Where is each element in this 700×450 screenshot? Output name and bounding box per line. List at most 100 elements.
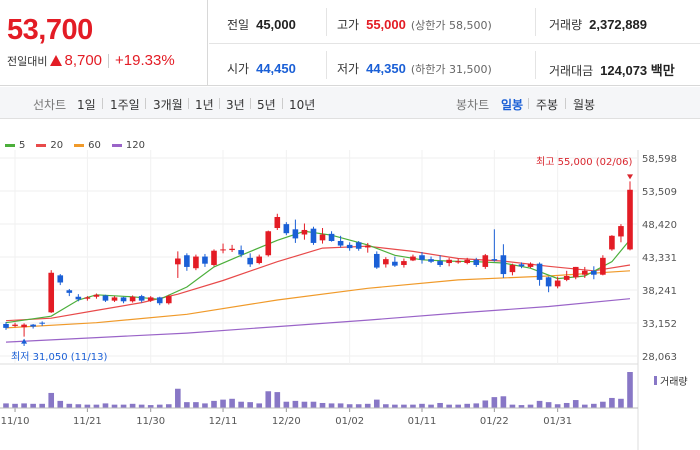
x-tick-label: 12/11 <box>209 416 238 427</box>
volume-bar <box>401 404 407 408</box>
period-1w[interactable]: 1주일 <box>110 98 140 112</box>
candle-body <box>581 270 588 275</box>
toolbar-divider <box>188 98 189 109</box>
candle-body <box>310 228 317 243</box>
candle-body <box>373 253 380 268</box>
y-tick-label: 58,598 <box>642 154 677 165</box>
period-1d[interactable]: 1일 <box>77 98 96 112</box>
candlestick-svg: 58,598 53,509 48,420 43,331 38,241 33,152 28,0… <box>0 150 677 450</box>
candle-monthly[interactable]: 월봉 <box>573 98 596 112</box>
period-3m[interactable]: 3개월 <box>153 98 183 112</box>
metrics-divider <box>535 51 536 79</box>
candle-body <box>364 245 371 248</box>
metrics-divider <box>326 51 327 79</box>
volume-bar <box>138 404 145 408</box>
volume-bar <box>536 400 543 408</box>
volume-bar <box>238 401 244 408</box>
volume-bar <box>48 392 55 408</box>
x-tick-label: 12/20 <box>272 416 301 427</box>
ma20-line <box>5 245 631 322</box>
candle-body <box>545 277 552 287</box>
candle-body <box>455 261 461 263</box>
candle-body <box>175 258 181 265</box>
candle-body <box>193 256 199 269</box>
volume-bar <box>156 404 163 408</box>
candle-body <box>392 261 398 266</box>
volume-bar <box>274 392 281 408</box>
x-tick-label: 01/11 <box>408 416 437 427</box>
volume-bar <box>84 404 91 408</box>
ma60-line <box>5 270 631 329</box>
volume-bar <box>609 397 615 408</box>
period-1y[interactable]: 1년 <box>195 98 214 112</box>
volume-bar <box>527 404 534 408</box>
volume-bar <box>12 403 18 408</box>
candle-body <box>93 294 100 297</box>
y-tick-label: 48,420 <box>642 220 677 231</box>
toolbar-divider <box>565 98 566 109</box>
candle-body <box>301 229 308 235</box>
volume-bar <box>410 404 416 408</box>
legend-ma20: 20 <box>36 140 63 151</box>
volume-bar <box>518 405 525 408</box>
volume-bar <box>75 404 82 408</box>
candle-body <box>30 324 36 327</box>
volume-bar <box>111 404 118 408</box>
quote-metrics: 전일 45,000 고가 55,000 (상한가 58,500) 거래량 2,3… <box>209 0 700 86</box>
volume-bar <box>600 401 606 408</box>
toolbar-divider <box>250 98 251 109</box>
candle-weekly[interactable]: 주봉 <box>536 98 559 112</box>
candle-body <box>383 259 389 265</box>
x-tick-label: 01/31 <box>543 416 572 427</box>
volume-bar <box>355 404 362 408</box>
candle-body <box>57 275 64 283</box>
toolbar-divider <box>282 98 283 109</box>
candle-body <box>609 235 615 250</box>
candle-body <box>337 240 344 246</box>
volume-bar <box>301 401 308 408</box>
candle-body <box>66 290 73 293</box>
volume: 거래량 2,372,889 <box>549 17 647 32</box>
volume-bar <box>165 404 172 408</box>
volume-bar <box>310 401 317 408</box>
toolbar-divider <box>145 98 146 109</box>
candle-body <box>518 264 525 267</box>
x-tick-label: 01/22 <box>480 416 509 427</box>
x-tick-label: 11/10 <box>1 416 30 427</box>
period-5y[interactable]: 5년 <box>257 98 276 112</box>
candle-body <box>627 189 633 250</box>
volume-bar <box>554 404 561 408</box>
candle-body <box>165 296 172 304</box>
price-chart: 5 20 60 120 58,598 53,509 48,420 43,331 38,2… <box>0 120 700 450</box>
candle-body <box>229 248 235 251</box>
volume-bar <box>184 402 190 408</box>
toolbar-divider <box>219 98 220 109</box>
candle-body <box>292 229 299 239</box>
volume-bar <box>66 403 73 408</box>
volume-bar <box>175 388 181 408</box>
current-price: 53,700 <box>7 14 93 46</box>
volume-bar <box>93 404 100 408</box>
change-label: 전일대비 <box>7 54 48 68</box>
volume-bar <box>193 402 199 408</box>
volume-bar <box>437 402 443 408</box>
volume-bar <box>129 403 136 408</box>
volume-bar <box>563 402 570 408</box>
line-chart-label: 선차트 <box>33 98 67 112</box>
volume-bar <box>319 402 326 408</box>
volume-bar <box>346 404 353 408</box>
y-tick-label: 38,241 <box>642 286 677 297</box>
volume-swatch <box>654 376 657 385</box>
candle-body <box>437 261 443 265</box>
candle-daily[interactable]: 일봉 <box>501 98 524 112</box>
volume-bar <box>618 398 624 408</box>
period-3y[interactable]: 3년 <box>226 98 245 112</box>
period-10y[interactable]: 10년 <box>289 98 316 112</box>
quote-summary: 53,700 전일대비 8,700 +19.33% 전일 45,000 고가 5… <box>0 0 700 86</box>
high-marker-label: 최고 55,000 (02/06) <box>536 157 633 168</box>
volume-bar <box>202 403 208 408</box>
candle-body <box>536 263 543 280</box>
volume-bar <box>545 402 552 408</box>
candle-body <box>283 224 290 234</box>
volume-bar <box>147 405 154 408</box>
